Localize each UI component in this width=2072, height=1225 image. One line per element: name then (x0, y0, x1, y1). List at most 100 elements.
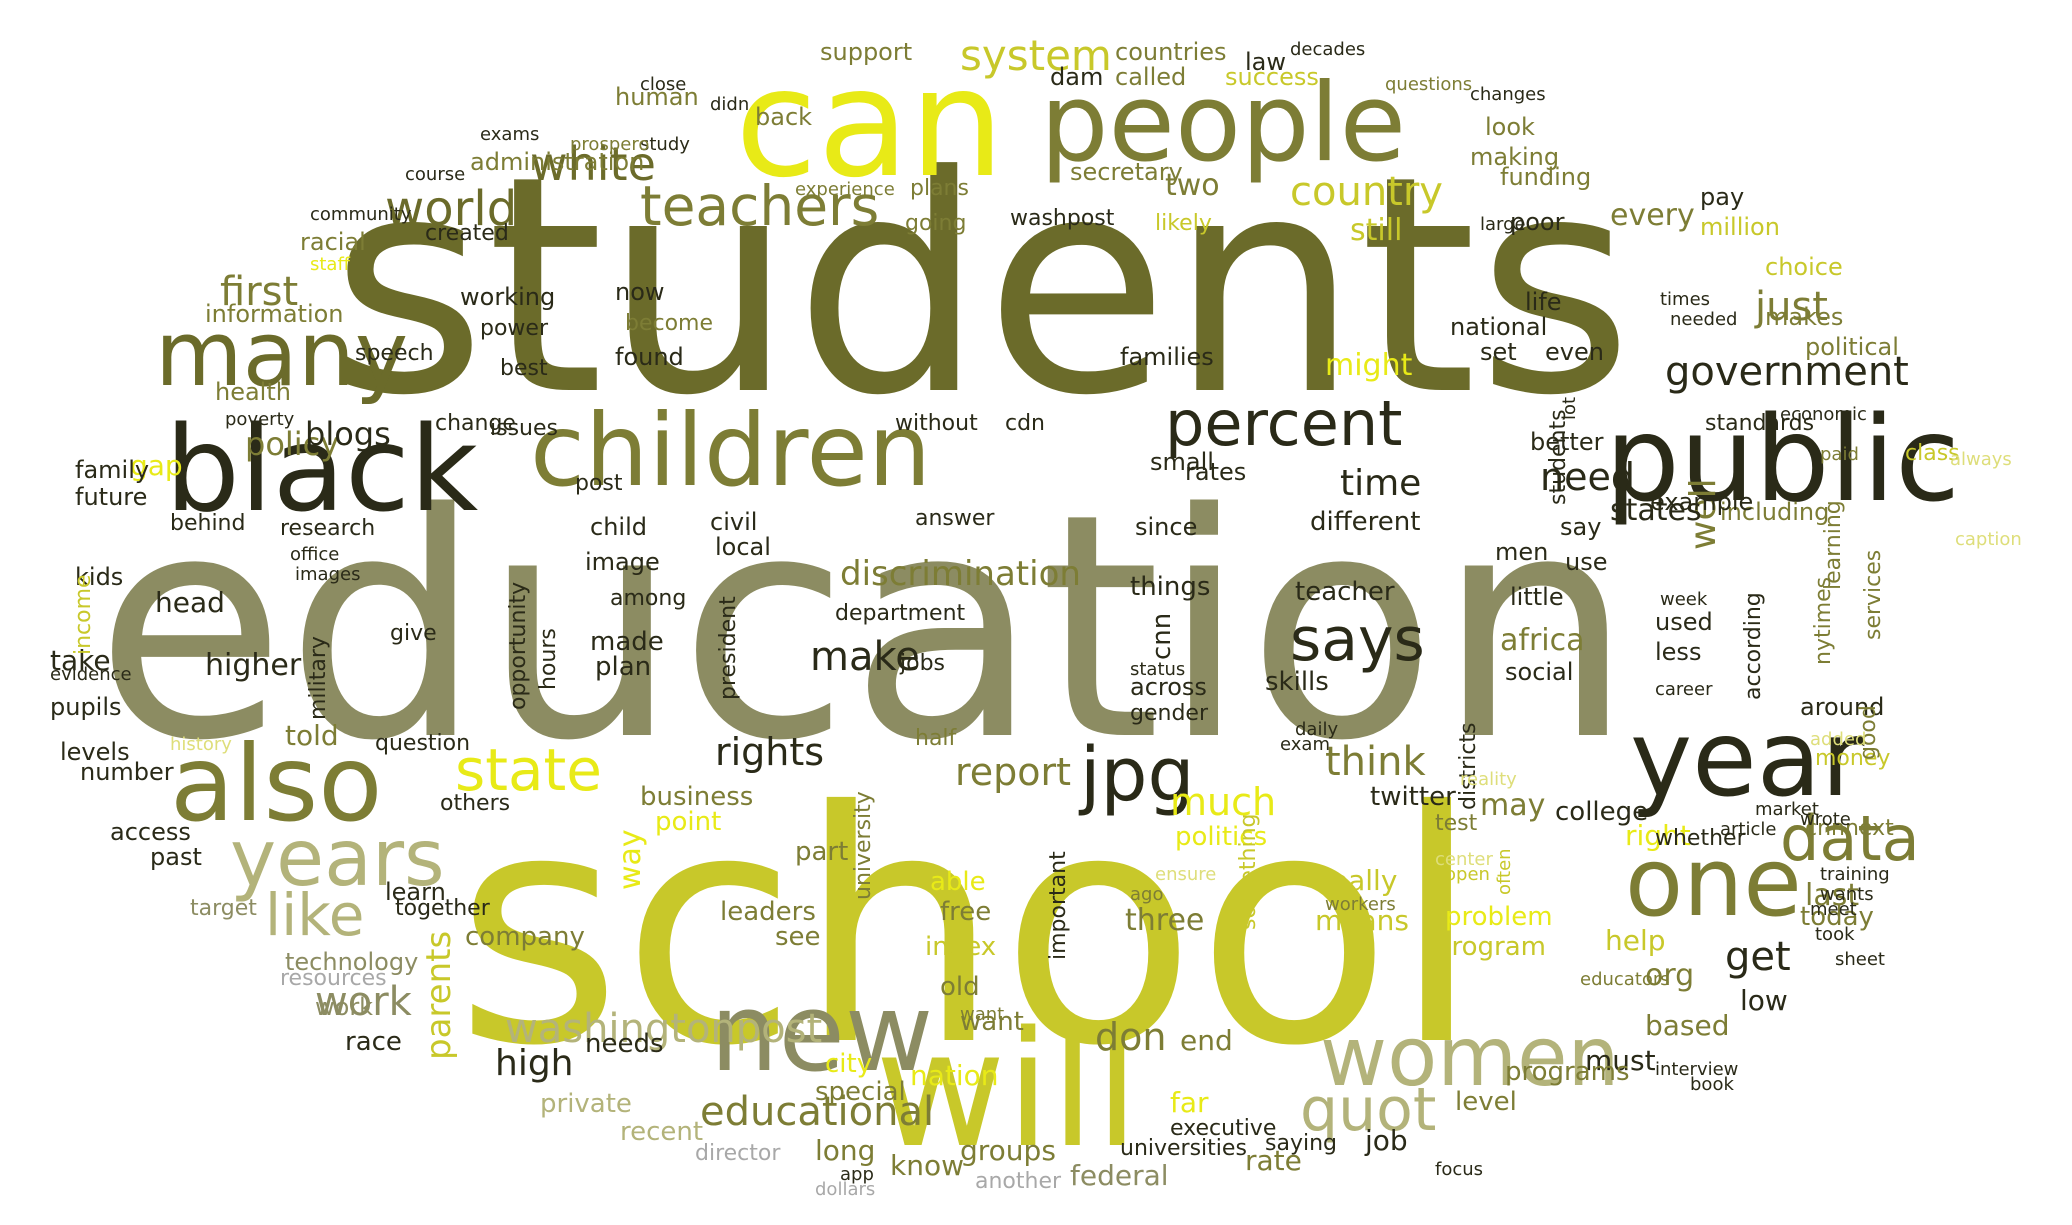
cloud-word: caption (1955, 529, 2022, 550)
cloud-word: kids (75, 563, 123, 591)
cloud-word: wrote (1800, 809, 1851, 830)
cloud-word: sheet (1835, 949, 1885, 970)
cloud-word: last (1805, 878, 1859, 913)
cloud-word: company (465, 922, 585, 952)
cloud-word: data (1780, 802, 1920, 875)
cloud-word: report (955, 750, 1071, 794)
cloud-word: life (1525, 288, 1562, 316)
cloud-word: end (1180, 1024, 1233, 1057)
cloud-word: money (1815, 746, 1890, 771)
cloud-word: something (1236, 814, 1261, 930)
cloud-word: poverty (225, 409, 295, 430)
cloud-word: politics (1175, 822, 1267, 852)
cloud-word: teacher (1295, 577, 1395, 607)
cloud-word: org (1645, 958, 1694, 993)
cloud-word: director (695, 1141, 781, 1166)
cloud-word: human (615, 83, 699, 111)
cloud-word: class (1905, 441, 1960, 466)
cloud-word: information (205, 300, 344, 328)
cloud-word: country (1290, 169, 1443, 215)
cloud-word: working (460, 283, 555, 311)
cloud-word: get (1725, 934, 1791, 980)
cloud-word: race (345, 1027, 402, 1057)
cloud-word: free (940, 897, 991, 927)
cloud-word: educators (1580, 969, 1670, 990)
cloud-word: business (640, 782, 753, 812)
cloud-word: washpost (1010, 206, 1115, 231)
cloud-word: system (960, 31, 1112, 80)
cloud-word: family (75, 456, 149, 484)
cloud-word: local (715, 533, 771, 561)
cloud-word: open (1445, 864, 1490, 885)
cloud-word: rate (1245, 1144, 1302, 1177)
cloud-word: reality (1460, 769, 1517, 790)
cloud-word: resources (280, 966, 387, 991)
cloud-word: want (960, 1004, 1004, 1025)
cloud-word: jobs (899, 651, 945, 676)
cloud-word: created (425, 221, 509, 246)
cloud-word: million (1700, 213, 1780, 241)
cloud-word: still (1350, 213, 1402, 248)
cloud-word: without (895, 411, 978, 436)
cloud-word: percent (1165, 387, 1402, 460)
cloud-word: use (1565, 548, 1607, 576)
cloud-word: issues (490, 416, 558, 441)
cloud-word: time (1340, 463, 1421, 504)
cloud-word: skills (1265, 667, 1329, 697)
cloud-word: state (455, 736, 602, 804)
cloud-word: department (835, 601, 966, 626)
cloud-word: power (480, 316, 549, 341)
cloud-word: city (825, 1049, 872, 1079)
cloud-word: special (815, 1077, 906, 1107)
cloud-word: first (220, 269, 298, 315)
cloud-word: racial (300, 228, 366, 256)
cloud-word: job (1364, 1124, 1408, 1157)
cloud-word: including (1720, 498, 1829, 526)
cloud-word: leaders (720, 897, 816, 927)
cloud-word: head (155, 586, 225, 619)
cloud-word: career (1655, 679, 1713, 700)
cloud-word: different (1310, 507, 1420, 537)
cloud-word: dollars (815, 1179, 875, 1200)
cloud-word: learn (385, 878, 446, 906)
cloud-word: called (1115, 63, 1186, 91)
cloud-word: much (1170, 780, 1276, 824)
cloud-word: answer (915, 506, 995, 531)
cloud-word: health (215, 378, 291, 406)
cloud-word: used (1655, 608, 1713, 636)
cloud-word: districts (1456, 722, 1481, 810)
cloud-word: discrimination (840, 554, 1081, 594)
cloud-word: target (190, 896, 257, 921)
cloud-word: quot (1300, 1075, 1436, 1145)
cloud-word: always (1950, 449, 2012, 470)
cloud-word: found (615, 343, 684, 371)
cloud-word: washingtonpost (505, 1006, 822, 1052)
cloud-word: will (875, 996, 1139, 1183)
cloud-word: today (1800, 902, 1874, 932)
cloud-word: success (1225, 63, 1319, 91)
cloud-word: rates (1185, 458, 1246, 486)
cloud-word: community (310, 204, 412, 225)
cloud-word: need (1540, 455, 1635, 499)
cloud-word: around (1800, 693, 1884, 721)
cloud-word: plan (595, 652, 651, 682)
cloud-word: policy (245, 425, 339, 463)
cloud-word: child (590, 513, 647, 541)
cloud-word: back (755, 103, 812, 131)
cloud-word: right (1625, 819, 1691, 852)
cloud-word: one (1625, 828, 1802, 938)
cloud-word: men (1495, 538, 1548, 566)
cloud-word: work (315, 993, 373, 1021)
cloud-word: means (1315, 904, 1409, 937)
cloud-word: see (775, 922, 821, 952)
cloud-word: post (575, 471, 623, 496)
cloud-word: africa (1500, 623, 1585, 658)
cloud-word: countries (1115, 38, 1227, 66)
cloud-word: really (1320, 864, 1397, 897)
cloud-word: often (1494, 848, 1515, 895)
cloud-word: focus (1435, 1159, 1483, 1180)
cloud-word: say (1560, 513, 1601, 541)
cloud-word: another (975, 1169, 1062, 1194)
cloud-word: index (925, 932, 996, 962)
cloud-word: poor (1510, 208, 1565, 236)
